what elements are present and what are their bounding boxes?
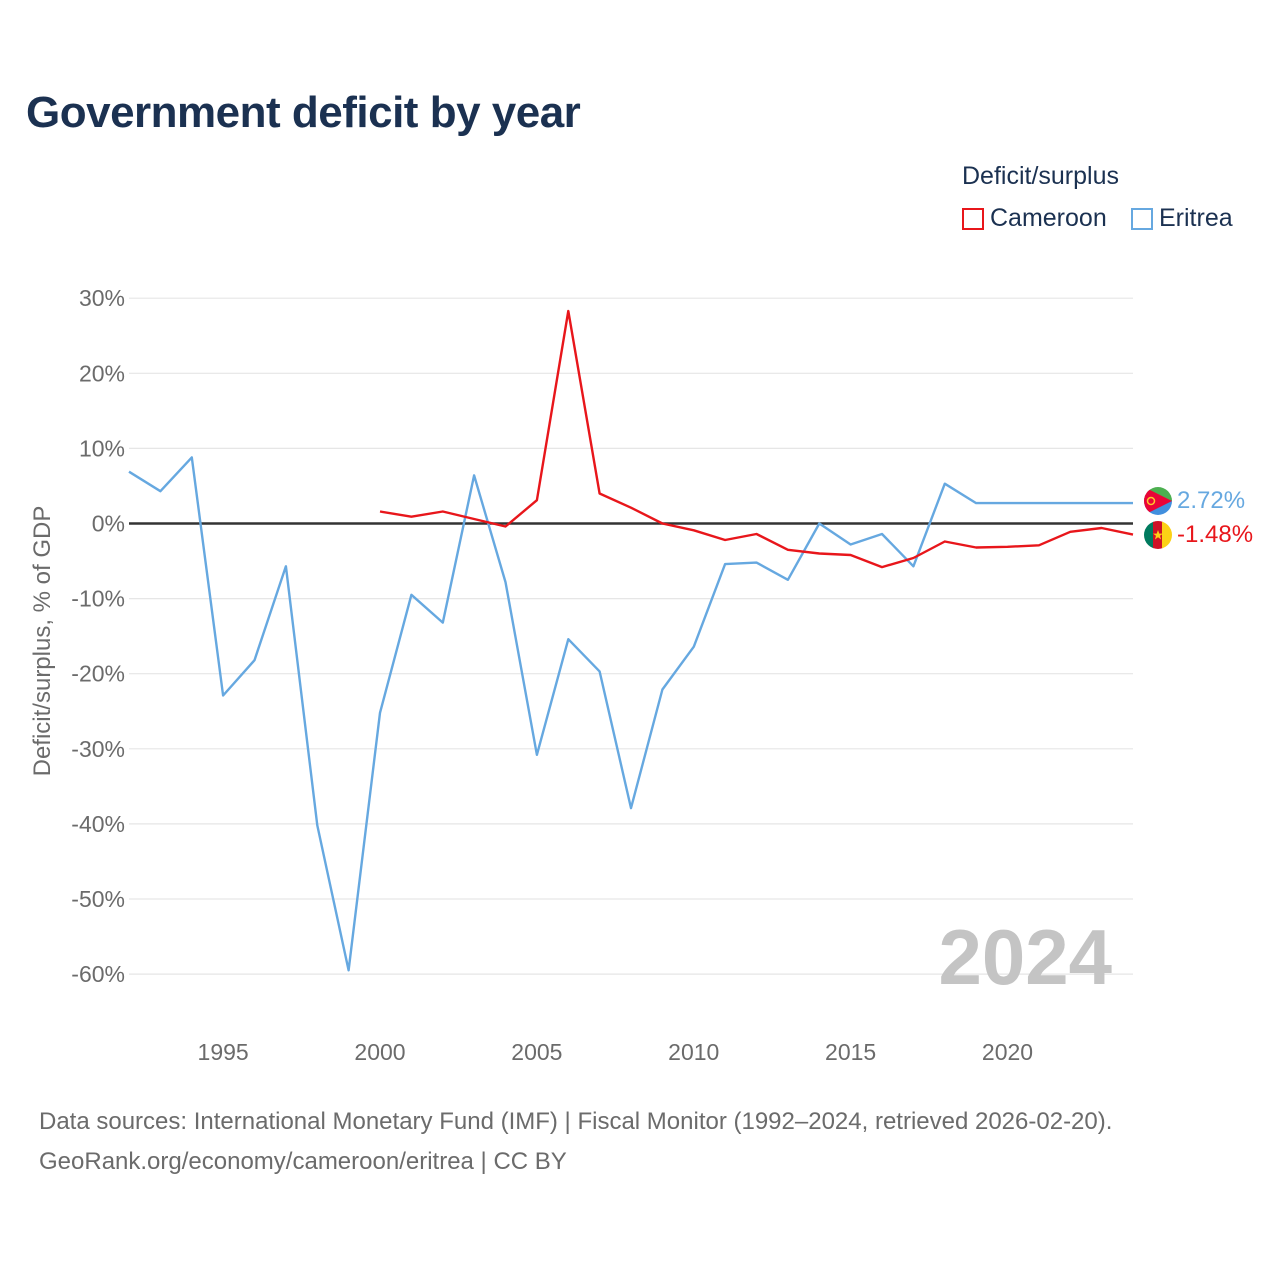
legend-swatch-cameroon — [962, 207, 984, 230]
y-axis-label: Deficit/surplus, % of GDP — [29, 506, 56, 777]
y-tick-label: 20% — [79, 360, 125, 386]
y-axis-ticks: 30% 20% 10% 0% -10% -20% -30% -40% -50% -60% — [71, 285, 125, 987]
legend-label-cameroon: Cameroon — [990, 204, 1107, 232]
y-tick-label: -50% — [71, 886, 125, 912]
end-markers: 2.72% -1.48% — [1144, 487, 1253, 549]
x-axis-ticks: 1995 2000 2005 2010 2015 2020 — [198, 1039, 1034, 1065]
x-tick-label: 2005 — [511, 1039, 562, 1065]
y-tick-label: 30% — [79, 285, 125, 311]
y-tick-label: -40% — [71, 811, 125, 837]
legend-label-eritrea: Eritrea — [1159, 204, 1233, 232]
year-watermark: 2024 — [938, 913, 1112, 1001]
y-tick-label: -20% — [71, 661, 125, 687]
x-tick-label: 2015 — [825, 1039, 876, 1065]
x-tick-label: 1995 — [198, 1039, 249, 1065]
legend-item-cameroon[interactable]: Cameroon — [962, 204, 1107, 233]
footer-attribution[interactable]: GeoRank.org/economy/cameroon/eritrea | C… — [39, 1148, 567, 1175]
x-tick-label: 2020 — [982, 1039, 1033, 1065]
series-line-eritrea — [128, 456, 1133, 972]
eritrea-flag-icon — [1144, 487, 1172, 515]
y-tick-label: -60% — [71, 961, 125, 987]
grid-lines — [129, 297, 1133, 975]
y-tick-label: 10% — [79, 435, 125, 461]
y-tick-label: -30% — [71, 736, 125, 762]
cameroon-end-label: -1.48% — [1177, 521, 1253, 548]
series-line-cameroon — [379, 309, 1134, 569]
x-tick-label: 2000 — [354, 1039, 405, 1065]
legend-item-eritrea[interactable]: Eritrea — [1131, 204, 1233, 233]
y-tick-label: 0% — [92, 511, 125, 537]
legend-swatch-eritrea — [1131, 207, 1153, 230]
cameroon-flag-icon — [1144, 521, 1172, 549]
line-chart: 30% 20% 10% 0% -10% -20% -30% -40% -50% -60% 1995… — [29, 285, 1253, 1065]
data-series — [128, 309, 1134, 972]
eritrea-end-label: 2.72% — [1177, 487, 1245, 514]
legend-title: Deficit/surplus — [962, 162, 1119, 190]
y-tick-label: -10% — [71, 586, 125, 612]
footer-sources: Data sources: International Monetary Fun… — [39, 1108, 1113, 1135]
x-tick-label: 2010 — [668, 1039, 719, 1065]
chart-title: Government deficit by year — [26, 88, 581, 137]
